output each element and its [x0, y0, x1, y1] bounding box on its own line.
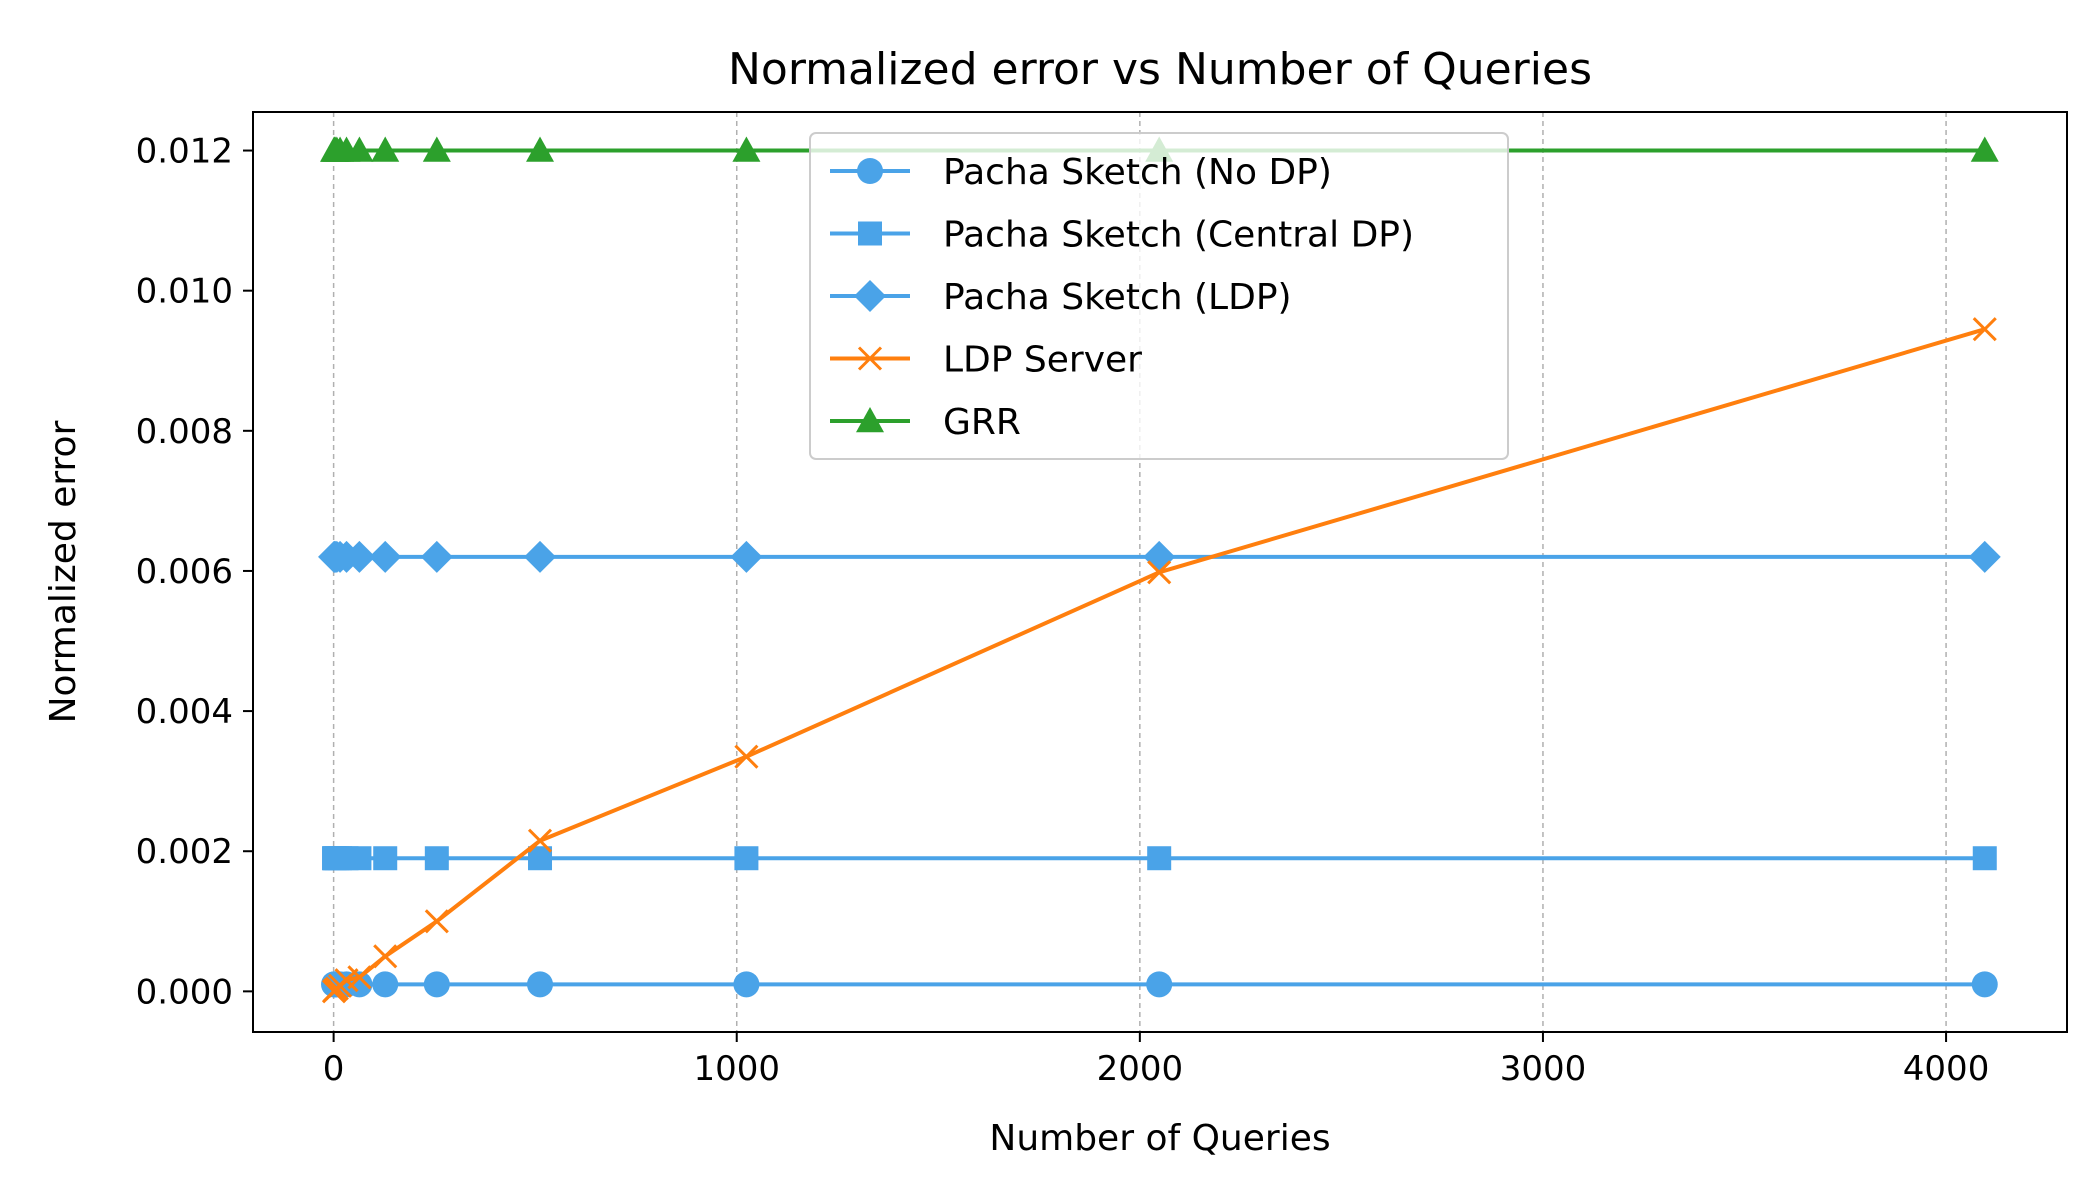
data-point	[1147, 846, 1172, 871]
data-point	[527, 828, 553, 853]
legend-label: Pacha Sketch (Central DP)	[943, 215, 1414, 256]
legend-entry: Pacha Sketch (No DP)	[830, 152, 1332, 193]
data-point	[734, 846, 759, 871]
legend-label: LDP Server	[943, 340, 1142, 381]
legend-entry: LDP Server	[830, 340, 1142, 381]
data-point	[1971, 971, 1998, 998]
legend-label: Pacha Sketch (LDP)	[943, 277, 1292, 318]
data-point	[369, 540, 402, 573]
legend-marker	[858, 221, 882, 246]
data-point	[526, 136, 555, 162]
legend-marker	[857, 346, 883, 371]
legend-label: Pacha Sketch (No DP)	[943, 152, 1332, 193]
legend-entry: Pacha Sketch (Central DP)	[830, 215, 1414, 256]
series-pacha-sketch-ldp	[318, 540, 2001, 573]
y-axis-label: Normalized error	[43, 420, 84, 723]
data-point	[524, 540, 557, 573]
data-point	[527, 971, 554, 998]
series-layer	[318, 136, 2001, 1004]
legend: Pacha Sketch (No DP) Pacha Sketch (Centra…	[809, 132, 1509, 460]
data-point	[422, 136, 451, 162]
x-tick-label: 2000	[1097, 1049, 1184, 1089]
y-tick-label: 0.004	[136, 692, 233, 732]
data-point	[347, 965, 372, 990]
x-tick-label: 3000	[1500, 1049, 1587, 1089]
y-tick-label: 0.012	[136, 132, 233, 172]
chart-title: Normalized error vs Number of Queries	[728, 44, 1592, 95]
data-point	[1972, 846, 1997, 871]
y-axis: 0.000 0.002 0.004 0.006 0.008 0.010 0.012	[136, 132, 253, 1012]
legend-entry: GRR	[830, 402, 1021, 443]
y-tick-label: 0.006	[136, 552, 233, 592]
data-point	[1147, 560, 1172, 585]
data-point	[373, 944, 398, 969]
data-point	[1970, 136, 1999, 162]
series-ldp-server	[321, 317, 1997, 1004]
y-tick-label: 0.008	[136, 412, 233, 452]
legend-marker	[856, 407, 884, 433]
x-axis: 0 1000 2000 3000 4000	[323, 1032, 1990, 1089]
legend-marker	[854, 280, 886, 312]
data-point	[424, 909, 449, 934]
data-point	[423, 971, 450, 998]
data-point	[424, 846, 449, 871]
data-point	[1972, 317, 1997, 342]
data-point	[420, 540, 453, 573]
x-axis-label: Number of Queries	[989, 1118, 1330, 1159]
data-point	[372, 971, 399, 998]
data-point	[343, 540, 376, 573]
data-point	[1146, 971, 1173, 998]
data-point	[347, 846, 372, 871]
data-point	[373, 846, 398, 871]
data-point	[733, 971, 760, 998]
data-point	[345, 136, 374, 162]
legend-label: GRR	[943, 402, 1021, 443]
x-tick-label: 1000	[693, 1049, 780, 1089]
legend-frame	[809, 132, 1509, 460]
data-point	[1968, 540, 2001, 573]
data-point	[730, 540, 763, 573]
legend-marker	[857, 158, 883, 184]
data-point	[734, 744, 759, 769]
y-tick-label: 0.002	[136, 832, 233, 872]
data-point	[371, 136, 400, 162]
x-tick-label: 4000	[1903, 1049, 1990, 1089]
y-tick-label: 0.010	[136, 272, 233, 312]
series-pacha-sketch-central-dp	[322, 846, 1997, 871]
data-point	[732, 136, 761, 162]
y-tick-label: 0.000	[136, 972, 233, 1012]
plot-area-frame	[252, 111, 2068, 1033]
legend-entry: Pacha Sketch (LDP)	[830, 277, 1292, 318]
x-tick-label: 0	[323, 1049, 345, 1089]
